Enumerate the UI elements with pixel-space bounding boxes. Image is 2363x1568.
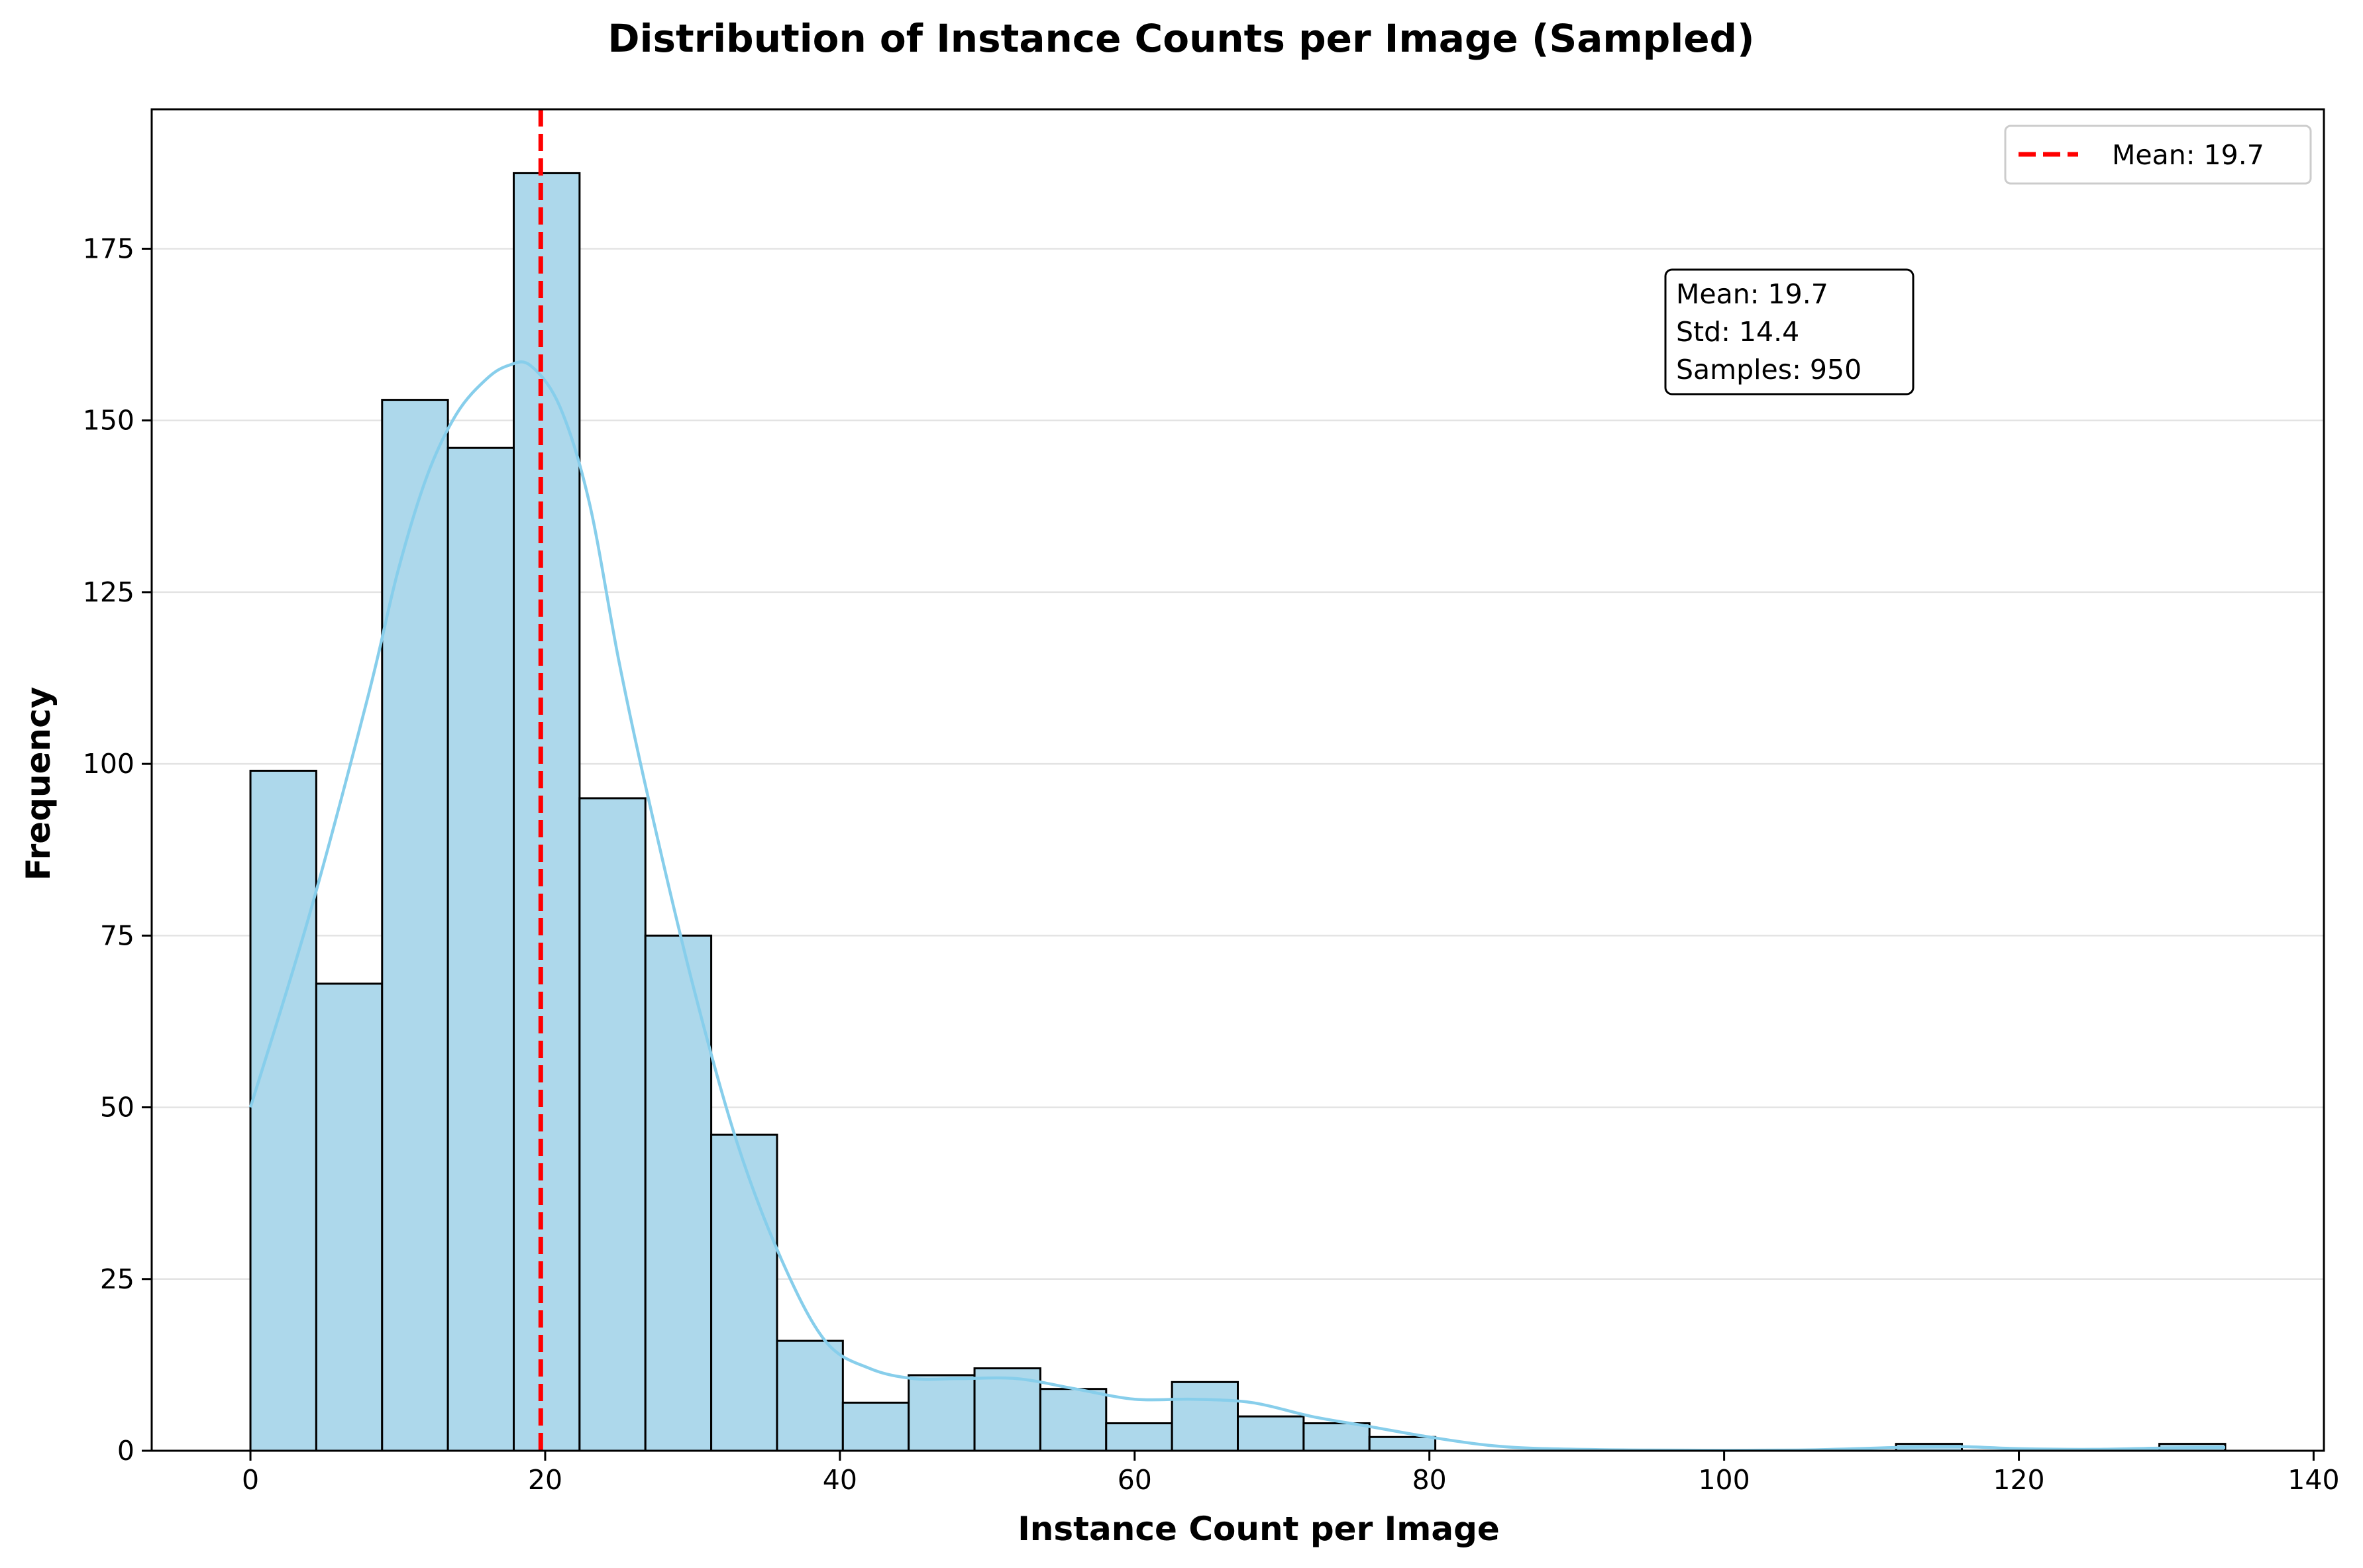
histogram-bar (1368, 1436, 1437, 1452)
y-axis-ticks: 0 25 50 75 100 125 150 175 (83, 233, 152, 1467)
histogram-bar (973, 1367, 1041, 1452)
x-tick-label: 140 (2287, 1464, 2339, 1496)
y-tick-label: 125 (83, 576, 134, 608)
legend-box (2004, 125, 2312, 185)
x-axis-ticks: 0 20 40 60 80 100 120 140 (242, 1451, 2340, 1496)
legend-label-mean: Mean: 19.7 (2112, 139, 2264, 171)
histogram-bar (1039, 1388, 1108, 1452)
x-tick-label: 60 (1118, 1464, 1152, 1496)
plot-frame (150, 108, 2325, 1452)
histogram-bar (908, 1374, 976, 1452)
histogram-bar (710, 1133, 778, 1452)
y-tick-label: 25 (100, 1263, 134, 1295)
histogram-bar (776, 1339, 844, 1452)
x-tick-label: 120 (1993, 1464, 2044, 1496)
histogram-bar (1105, 1422, 1173, 1452)
histogram-bar (381, 399, 449, 1452)
histogram-bar (1302, 1422, 1371, 1452)
histogram-bars (249, 172, 2227, 1452)
stats-mean: Mean: 19.7 (1676, 278, 1828, 310)
x-tick-label: 0 (242, 1464, 259, 1496)
legend: Mean: 19.7 (2004, 125, 2312, 185)
x-tick-label: 80 (1412, 1464, 1447, 1496)
stats-box: Mean: 19.7 Std: 14.4 Samples: 950 (1664, 268, 1915, 395)
stats-samples: Samples: 950 (1676, 354, 1862, 386)
x-tick-label: 40 (823, 1464, 857, 1496)
y-tick-label: 50 (100, 1092, 134, 1124)
x-tick-label: 20 (528, 1464, 562, 1496)
y-tick-label: 175 (83, 233, 134, 264)
histogram-bar (578, 797, 647, 1452)
stats-std: Std: 14.4 (1676, 316, 1799, 348)
y-axis-label: Frequency (19, 687, 58, 881)
histogram-bar (1237, 1415, 1305, 1452)
y-tick-label: 75 (100, 919, 134, 951)
histogram-bar (446, 446, 515, 1452)
histogram-bar (315, 982, 384, 1452)
y-tick-label: 0 (117, 1435, 134, 1467)
y-tick-label: 150 (83, 405, 134, 437)
chart-title: Distribution of Instance Counts per Imag… (607, 16, 1754, 61)
y-tick-label: 100 (83, 748, 134, 780)
histogram-bar (513, 172, 581, 1452)
x-tick-label: 100 (1698, 1464, 1750, 1496)
stats-box-frame (1664, 268, 1915, 395)
histogram-bar (1171, 1381, 1239, 1452)
histogram-bar (249, 770, 317, 1452)
x-axis-label: Instance Count per Image (1018, 1510, 1500, 1548)
histogram-bar (841, 1401, 910, 1452)
